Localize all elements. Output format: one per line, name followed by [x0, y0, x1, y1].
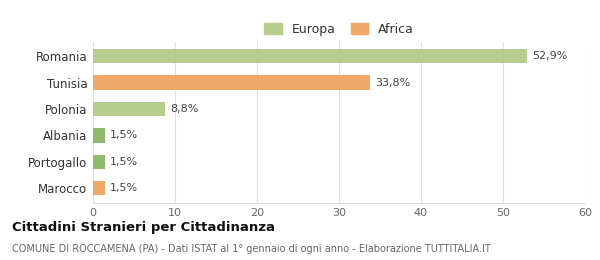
- Text: 1,5%: 1,5%: [110, 131, 139, 140]
- Bar: [93, 49, 527, 63]
- Text: 1,5%: 1,5%: [110, 183, 139, 193]
- Bar: [93, 102, 165, 116]
- Text: Cittadini Stranieri per Cittadinanza: Cittadini Stranieri per Cittadinanza: [12, 221, 275, 234]
- Text: 8,8%: 8,8%: [170, 104, 199, 114]
- Bar: [93, 75, 370, 90]
- Bar: [93, 154, 106, 169]
- Text: 33,8%: 33,8%: [375, 77, 410, 88]
- Bar: [93, 181, 106, 196]
- Text: 52,9%: 52,9%: [532, 51, 567, 61]
- Bar: [93, 128, 106, 143]
- Legend: Europa, Africa: Europa, Africa: [260, 19, 418, 39]
- Text: 1,5%: 1,5%: [110, 157, 139, 167]
- Text: COMUNE DI ROCCAMENA (PA) - Dati ISTAT al 1° gennaio di ogni anno - Elaborazione : COMUNE DI ROCCAMENA (PA) - Dati ISTAT al…: [12, 244, 491, 254]
